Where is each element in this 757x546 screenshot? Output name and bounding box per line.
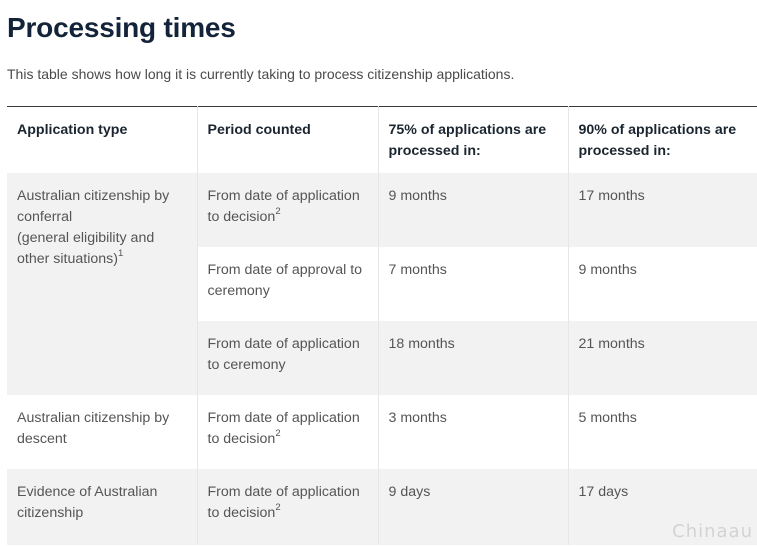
header-period-counted: Period counted xyxy=(196,106,378,173)
p75-cell: 18 months xyxy=(377,320,568,395)
period-label: From date of application to decision xyxy=(207,409,360,447)
table-row: From date of approval to ceremony 7 mont… xyxy=(7,246,757,321)
period-cell: From date of application to decision2 xyxy=(196,394,378,469)
table-row: Evidence of Australian citizenship From … xyxy=(7,468,757,545)
table-row: Australian citizenship by descent From d… xyxy=(7,394,757,469)
application-type-label: Australian citizenship by conferral xyxy=(17,187,170,225)
application-type-label: Australian citizenship by descent xyxy=(17,409,170,447)
watermark: Chinaau xyxy=(672,521,753,542)
table-row: Australian citizenship by conferral (gene… xyxy=(7,172,757,395)
header-90-percent: 90% of applications are processed in: xyxy=(567,106,757,173)
header-application-type: Application type xyxy=(7,106,197,173)
page-title: Processing times xyxy=(7,12,236,43)
period-cell: From date of application to decision2 xyxy=(196,172,378,247)
footnote-ref: 2 xyxy=(275,428,281,440)
header-75-percent: 75% of applications are processed in: xyxy=(377,106,568,173)
application-type-label: Evidence of Australian citizenship xyxy=(17,483,158,521)
footnote-ref: 2 xyxy=(275,206,281,218)
application-type-cell: Australian citizenship by descent xyxy=(7,394,197,469)
table-header-row: Application type Period counted 75% of a… xyxy=(7,106,757,173)
application-type-cell: Evidence of Australian citizenship xyxy=(7,468,197,545)
period-label: From date of application to decision xyxy=(207,187,360,225)
processing-times-table: Application type Period counted 75% of a… xyxy=(7,106,757,545)
footnote-ref: 1 xyxy=(117,248,124,260)
footnote-ref: 2 xyxy=(275,502,281,514)
application-type-cell: Australian citizenship by conferral (gene… xyxy=(7,172,197,395)
period-cell: From date of application to decision2 xyxy=(196,468,378,545)
p90-cell: 17 months xyxy=(567,172,757,247)
p90-cell: 21 months xyxy=(567,320,757,395)
period-label: From date of approval to ceremony xyxy=(207,261,363,299)
period-label: From date of application to ceremony xyxy=(207,335,360,373)
table-description: This table shows how long it is currentl… xyxy=(7,66,515,82)
table-row: From date of application to ceremony 18 … xyxy=(7,320,757,395)
p75-cell: 3 months xyxy=(377,394,568,469)
period-label: From date of application to decision xyxy=(207,483,360,521)
p90-cell: 17 days xyxy=(567,468,757,545)
p75-cell: 9 days xyxy=(377,468,568,545)
p75-cell: 9 months xyxy=(377,172,568,247)
p75-cell: 7 months xyxy=(377,246,568,321)
application-type-sublabel: (general eligibility and other situation… xyxy=(17,229,155,267)
period-cell: From date of approval to ceremony xyxy=(196,246,378,321)
period-cell: From date of application to ceremony xyxy=(196,320,378,395)
p90-cell: 9 months xyxy=(567,246,757,321)
p90-cell: 5 months xyxy=(567,394,757,469)
